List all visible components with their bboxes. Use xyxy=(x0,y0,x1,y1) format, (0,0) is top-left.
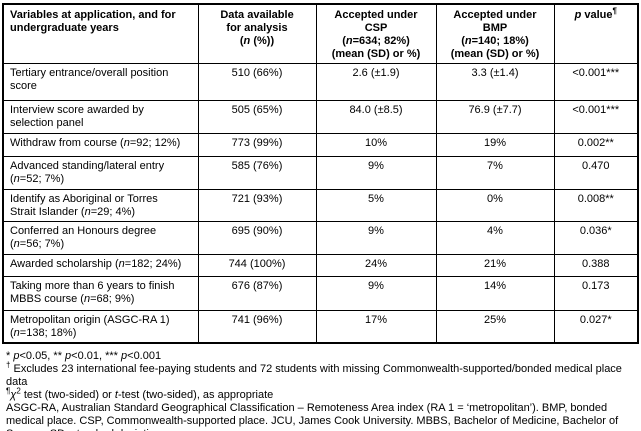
bmp-cell: 0% xyxy=(435,189,555,222)
data-available-cell: 585 (76%) xyxy=(197,156,317,190)
col-header-p-value: p value¶ xyxy=(553,3,639,64)
row-label: Tertiary entrance/overall position score xyxy=(2,63,199,101)
bmp-cell: 4% xyxy=(435,221,555,255)
col-header-variables: Variables at application, and for underg… xyxy=(2,3,199,64)
csp-cell: 9% xyxy=(315,276,437,311)
csp-cell: 5% xyxy=(315,189,437,222)
bmp-cell: 3.3 (±1.4) xyxy=(435,63,555,101)
footnote-test: ¶χ2 test (two-sided) or t-test (two-side… xyxy=(6,386,274,401)
csp-cell: 2.6 (±1.9) xyxy=(315,63,437,101)
row-label: Identify as Aboriginal or Torres Strait … xyxy=(2,189,199,222)
bmp-cell: 76.9 (±7.7) xyxy=(435,100,555,134)
csp-cell: 9% xyxy=(315,221,437,255)
p-value-cell: 0.008** xyxy=(553,189,639,222)
footnote-exclusions: † Excludes 23 international fee-paying s… xyxy=(6,360,622,388)
table-row: Identify as Aboriginal or Torres Strait … xyxy=(2,189,639,222)
col-header-data-available: Data available for analysis (n (%)) xyxy=(197,3,317,64)
p-value-cell: 0.002** xyxy=(553,133,639,157)
row-label: Advanced standing/lateral entry (n=52; 7… xyxy=(2,156,199,190)
p-value-cell: 0.388 xyxy=(553,254,639,277)
p-value-cell: 0.470 xyxy=(553,156,639,190)
header-row: Variables at application, and for underg… xyxy=(2,3,639,64)
col-header-csp: Accepted under CSP (n=634; 82%) (mean (SD) … xyxy=(315,3,437,64)
data-available-cell: 721 (93%) xyxy=(197,189,317,222)
row-label: Withdraw from course (n=92; 12%) xyxy=(2,133,199,157)
table-row: Interview score awarded by selection pan… xyxy=(2,100,639,134)
p-value-cell: <0.001*** xyxy=(553,100,639,134)
footnotes: * p<0.05, ** p<0.01, *** p<0.001 † Exclu… xyxy=(6,350,637,431)
table-row: Tertiary entrance/overall position score… xyxy=(2,63,639,101)
table-row: Awarded scholarship (n=182; 24%) 744 (10… xyxy=(2,254,639,277)
table-row: Advanced standing/lateral entry (n=52; 7… xyxy=(2,156,639,190)
row-label: Taking more than 6 years to finish MBBS … xyxy=(2,276,199,311)
data-available-cell: 676 (87%) xyxy=(197,276,317,311)
table-row: Taking more than 6 years to finish MBBS … xyxy=(2,276,639,311)
data-available-cell: 773 (99%) xyxy=(197,133,317,157)
row-label: Awarded scholarship (n=182; 24%) xyxy=(2,254,199,277)
csp-cell: 10% xyxy=(315,133,437,157)
data-available-cell: 741 (96%) xyxy=(197,310,317,344)
table-row: Metropolitan origin (ASGC-RA 1) (n=138; … xyxy=(2,310,639,344)
row-label: Interview score awarded by selection pan… xyxy=(2,100,199,134)
csp-cell: 17% xyxy=(315,310,437,344)
data-available-cell: 510 (66%) xyxy=(197,63,317,101)
csp-cell: 9% xyxy=(315,156,437,190)
results-table: Variables at application, and for underg… xyxy=(2,3,639,344)
p-value-cell: <0.001*** xyxy=(553,63,639,101)
data-available-cell: 505 (65%) xyxy=(197,100,317,134)
footnote-abbreviations: ASGC-RA, Australian Standard Geographica… xyxy=(6,402,619,431)
table-row: Withdraw from course (n=92; 12%) 773 (99… xyxy=(2,133,639,157)
table-row: Conferred an Honours degree (n=56; 7%) 6… xyxy=(2,221,639,255)
bmp-cell: 25% xyxy=(435,310,555,344)
pilcrow-marker: ¶ xyxy=(612,6,617,16)
data-available-cell: 744 (100%) xyxy=(197,254,317,277)
pilcrow-marker: ¶ xyxy=(6,386,11,396)
p-value-cell: 0.027* xyxy=(553,310,639,344)
row-label: Conferred an Honours degree (n=56; 7%) xyxy=(2,221,199,255)
data-available-cell: 695 (90%) xyxy=(197,221,317,255)
dagger-marker: † xyxy=(6,360,11,370)
bmp-cell: 7% xyxy=(435,156,555,190)
csp-cell: 24% xyxy=(315,254,437,277)
p-value-cell: 0.173 xyxy=(553,276,639,311)
footnote-significance: * p<0.05, ** p<0.01, *** p<0.001 xyxy=(6,350,162,362)
row-label: Metropolitan origin (ASGC-RA 1) (n=138; … xyxy=(2,310,199,344)
bmp-cell: 19% xyxy=(435,133,555,157)
bmp-cell: 21% xyxy=(435,254,555,277)
bmp-cell: 14% xyxy=(435,276,555,311)
csp-cell: 84.0 (±8.5) xyxy=(315,100,437,134)
p-value-cell: 0.036* xyxy=(553,221,639,255)
col-header-bmp: Accepted under BMP (n=140; 18%) (mean (SD) … xyxy=(435,3,555,64)
